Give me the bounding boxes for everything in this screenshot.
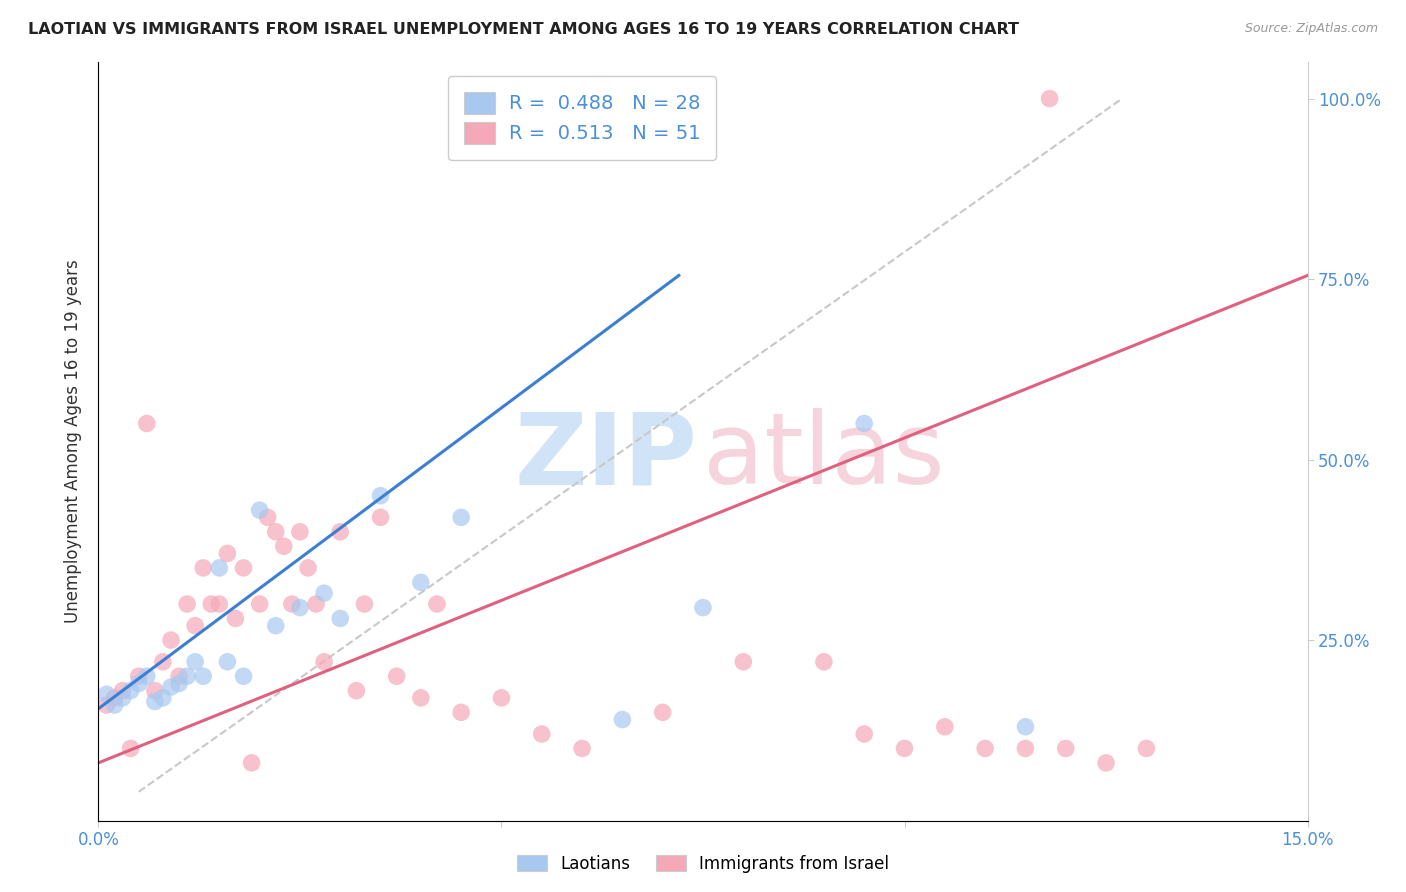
Point	[128, 676, 150, 690]
Point	[1039, 91, 1062, 105]
Point	[450, 706, 472, 720]
Point	[160, 680, 183, 694]
Point	[1014, 741, 1036, 756]
Point	[152, 655, 174, 669]
Point	[193, 669, 215, 683]
Text: LAOTIAN VS IMMIGRANTS FROM ISRAEL UNEMPLOYMENT AMONG AGES 16 TO 19 YEARS CORRELA: LAOTIAN VS IMMIGRANTS FROM ISRAEL UNEMPL…	[28, 22, 1019, 37]
Legend: Laotians, Immigrants from Israel: Laotians, Immigrants from Israel	[510, 848, 896, 880]
Point	[1054, 741, 1077, 756]
Point	[111, 690, 134, 705]
Point	[370, 489, 392, 503]
Point	[314, 586, 336, 600]
Point	[612, 713, 634, 727]
Point	[344, 683, 367, 698]
Point	[167, 669, 190, 683]
Point	[103, 690, 125, 705]
Point	[111, 683, 134, 698]
Point	[273, 539, 295, 553]
Point	[184, 618, 207, 632]
Point	[264, 618, 287, 632]
Point	[1095, 756, 1118, 770]
Point	[103, 698, 125, 712]
Text: Source: ZipAtlas.com: Source: ZipAtlas.com	[1244, 22, 1378, 36]
Point	[409, 575, 432, 590]
Point	[974, 741, 997, 756]
Point	[1135, 741, 1157, 756]
Point	[853, 417, 876, 431]
Point	[143, 683, 166, 698]
Text: ZIP: ZIP	[515, 409, 697, 505]
Point	[1014, 720, 1036, 734]
Point	[571, 741, 593, 756]
Point	[256, 510, 278, 524]
Point	[450, 510, 472, 524]
Point	[120, 683, 142, 698]
Point	[217, 655, 239, 669]
Point	[135, 669, 157, 683]
Point	[96, 687, 118, 701]
Y-axis label: Unemployment Among Ages 16 to 19 years: Unemployment Among Ages 16 to 19 years	[63, 260, 82, 624]
Point	[232, 669, 254, 683]
Point	[232, 561, 254, 575]
Point	[733, 655, 755, 669]
Point	[692, 600, 714, 615]
Point	[651, 706, 673, 720]
Point	[128, 669, 150, 683]
Point	[288, 524, 311, 539]
Point	[176, 597, 198, 611]
Point	[249, 503, 271, 517]
Point	[200, 597, 222, 611]
Point	[426, 597, 449, 611]
Point	[353, 597, 375, 611]
Point	[264, 524, 287, 539]
Point	[193, 561, 215, 575]
Point	[370, 510, 392, 524]
Point	[240, 756, 263, 770]
Point	[329, 611, 352, 625]
Point	[160, 633, 183, 648]
Point	[305, 597, 328, 611]
Point	[853, 727, 876, 741]
Point	[208, 597, 231, 611]
Point	[224, 611, 246, 625]
Point	[491, 690, 513, 705]
Point	[297, 561, 319, 575]
Point	[167, 676, 190, 690]
Point	[530, 727, 553, 741]
Point	[813, 655, 835, 669]
Point	[385, 669, 408, 683]
Point	[176, 669, 198, 683]
Point	[288, 600, 311, 615]
Point	[281, 597, 304, 611]
Point	[208, 561, 231, 575]
Point	[184, 655, 207, 669]
Point	[249, 597, 271, 611]
Point	[217, 546, 239, 560]
Legend: R =  0.488   N = 28, R =  0.513   N = 51: R = 0.488 N = 28, R = 0.513 N = 51	[449, 76, 716, 160]
Point	[314, 655, 336, 669]
Point	[409, 690, 432, 705]
Point	[329, 524, 352, 539]
Point	[143, 694, 166, 708]
Point	[96, 698, 118, 712]
Text: atlas: atlas	[703, 409, 945, 505]
Point	[934, 720, 956, 734]
Point	[152, 690, 174, 705]
Point	[120, 741, 142, 756]
Point	[893, 741, 915, 756]
Point	[135, 417, 157, 431]
